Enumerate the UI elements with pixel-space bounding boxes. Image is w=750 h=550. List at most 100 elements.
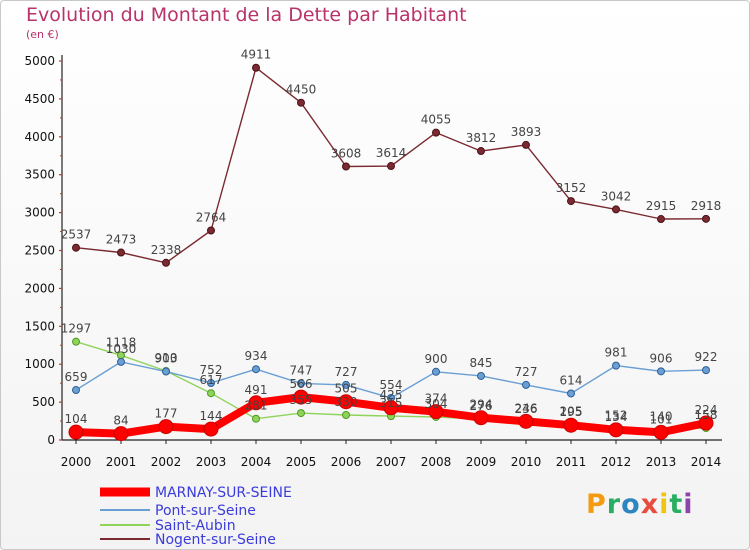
data-point [252, 365, 260, 374]
data-label: 236 [515, 402, 538, 416]
data-point [162, 367, 170, 376]
data-point [72, 337, 80, 346]
data-point [432, 128, 440, 137]
chart-unit: (en €) [26, 28, 59, 41]
data-label: 134 [605, 410, 628, 424]
data-point [252, 414, 260, 423]
data-label: 177 [155, 407, 178, 421]
data-label: 276 [470, 399, 493, 413]
data-label: 2915 [646, 199, 677, 213]
data-label: 1030 [106, 342, 137, 356]
data-point [657, 215, 665, 224]
data-label: 140 [650, 409, 673, 423]
x-tick-label: 2005 [286, 455, 317, 469]
data-point [207, 226, 215, 235]
legend-label: Nogent-sur-Seine [155, 532, 276, 548]
data-label: 922 [695, 350, 718, 364]
x-tick-label: 2006 [331, 455, 362, 469]
data-label: 205 [560, 404, 583, 418]
data-label: 2537 [61, 228, 92, 242]
data-label: 304 [425, 397, 448, 411]
data-label: 566 [290, 377, 313, 391]
data-point [207, 389, 215, 398]
data-point [297, 98, 305, 107]
data-label: 1118 [106, 335, 137, 349]
data-label: 3042 [601, 189, 632, 203]
data-label: 910 [155, 351, 178, 365]
data-label: 981 [605, 346, 628, 360]
data-label: 505 [335, 382, 358, 396]
logo-letter: i [659, 489, 670, 520]
data-label: 3893 [511, 125, 542, 139]
logo-letter: t [669, 489, 684, 520]
data-label: 903 [155, 352, 178, 366]
data-label: 3608 [331, 147, 362, 161]
data-label: 84 [113, 414, 128, 428]
data-label: 934 [245, 349, 268, 363]
data-label: 104 [65, 412, 88, 426]
data-point [207, 378, 215, 387]
data-label: 281 [245, 399, 268, 413]
data-point [518, 413, 534, 429]
data-point [477, 371, 485, 380]
data-label: 3614 [376, 146, 407, 160]
data-label: 425 [380, 388, 403, 402]
data-label: 554 [380, 378, 403, 392]
data-label: 2764 [196, 210, 227, 224]
data-point [338, 394, 354, 410]
y-tick-label: 3000 [24, 206, 55, 220]
legend-label: MARNAY-SUR-SEINE [155, 485, 292, 501]
data-point [387, 162, 395, 171]
x-tick-label: 2012 [601, 455, 632, 469]
y-tick-label: 3500 [24, 168, 55, 182]
y-tick-label: 1500 [24, 319, 55, 333]
y-tick-label: 4500 [24, 92, 55, 106]
data-point [117, 357, 125, 366]
data-label: 1297 [61, 322, 92, 336]
x-tick-label: 2002 [151, 455, 182, 469]
data-point [567, 197, 575, 206]
data-label: 224 [695, 403, 718, 417]
x-tick-label: 2008 [421, 455, 452, 469]
y-tick-label: 5000 [24, 54, 55, 68]
logo-letter: o [621, 489, 641, 520]
y-tick-label: 2500 [24, 244, 55, 258]
data-label: 374 [425, 392, 448, 406]
data-label: 3812 [466, 131, 497, 145]
data-point [522, 140, 530, 149]
data-label: 614 [560, 373, 583, 387]
y-tick-label: 1000 [24, 357, 55, 371]
data-point [297, 409, 305, 418]
data-label: 617 [200, 373, 223, 387]
data-label: 158 [695, 408, 718, 422]
data-label: 3152 [556, 181, 587, 195]
data-point [383, 400, 399, 416]
x-tick-label: 2007 [376, 455, 407, 469]
data-label: 315 [380, 396, 403, 410]
data-point [293, 389, 309, 405]
logo-letter: P [586, 489, 607, 520]
data-point [522, 380, 530, 389]
data-label: 4055 [421, 113, 452, 127]
x-tick-label: 2004 [241, 455, 272, 469]
x-tick-label: 2011 [556, 455, 587, 469]
data-label: 659 [65, 370, 88, 384]
data-point [657, 367, 665, 376]
data-point [612, 361, 620, 370]
data-label: 4911 [241, 48, 272, 62]
data-point [612, 205, 620, 214]
data-label: 2918 [691, 199, 722, 213]
data-point [608, 422, 624, 438]
data-point [252, 63, 260, 72]
data-label: 2473 [106, 233, 137, 247]
data-point [113, 426, 129, 442]
x-tick-label: 2009 [466, 455, 497, 469]
x-tick-label: 2003 [196, 455, 227, 469]
data-label: 144 [200, 409, 223, 423]
legend-label: Saint-Aubin [155, 518, 236, 534]
y-tick-label: 500 [32, 395, 55, 409]
x-tick-label: 2000 [61, 455, 92, 469]
data-label: 246 [515, 401, 538, 415]
